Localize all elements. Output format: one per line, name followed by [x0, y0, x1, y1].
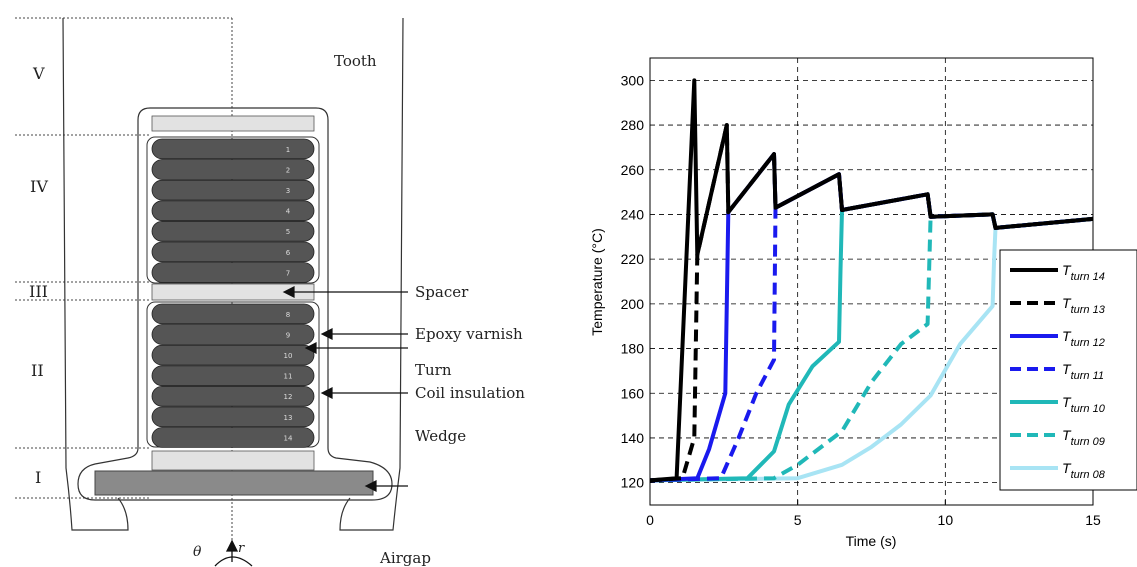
- series-line: [649, 216, 1094, 483]
- y-tick-label: 300: [621, 72, 645, 88]
- turn-number-label: 12: [284, 393, 293, 401]
- region-label-v: V: [32, 64, 45, 83]
- spacer-label: Spacer: [415, 283, 469, 301]
- chart-legend: Tturn 14 Tturn 13 Tturn 12 Tturn 11 Tturn 10…: [999, 249, 1137, 491]
- coil-turn: [151, 344, 315, 366]
- y-tick-label: 200: [621, 296, 645, 312]
- slot-outline: [77, 107, 393, 501]
- y-axis-label: Temperature (°C): [589, 228, 605, 336]
- coil-turn: [151, 406, 315, 428]
- x-tick-labels: 0 5 10 15: [646, 512, 1101, 528]
- epoxy-arrowhead: [320, 328, 333, 340]
- y-tick-label: 180: [621, 341, 645, 357]
- tooth-left-edge: [62, 17, 129, 531]
- legend-entry-label: Tturn 11: [1062, 361, 1104, 382]
- x-tick-label: 0: [646, 512, 654, 528]
- y-tick-label: 160: [621, 385, 645, 401]
- coil-turn: [151, 241, 315, 263]
- chart-series: [649, 78, 1094, 483]
- coil-insulation-arrowhead: [320, 387, 333, 399]
- coil-turn: [151, 200, 315, 222]
- legend-entry-label: Tturn 09: [1062, 427, 1105, 448]
- theta-axis-label: θ: [193, 544, 202, 560]
- legend-entry-label: Tturn 08: [1062, 460, 1106, 481]
- turn-arrowhead: [304, 342, 317, 354]
- region-label-iii: III: [29, 282, 48, 301]
- turn-number-label: 13: [284, 414, 293, 422]
- legend-entry-label: Tturn 12: [1062, 328, 1105, 349]
- epoxy-varnish-label: Epoxy varnish: [415, 325, 523, 343]
- y-tick-label: 140: [621, 430, 645, 446]
- y-tick-label: 280: [621, 117, 645, 133]
- y-tick-labels: 120 140 160 180 200 220 240 260 280 300: [621, 72, 645, 490]
- turn-number-label: 4: [286, 208, 291, 216]
- turn-number-label: 1: [286, 146, 290, 154]
- r-axis-label: r: [238, 541, 245, 556]
- turn-label: Turn: [415, 361, 452, 379]
- wedge-label: Wedge: [415, 427, 466, 445]
- lower-turns-group: 8 9 10 11 12 13 14: [151, 303, 315, 448]
- turn-number-label: 14: [284, 434, 293, 442]
- coordinate-axes: [214, 539, 253, 567]
- spacer-arrowhead: [282, 286, 295, 298]
- coil-turn: [151, 385, 315, 407]
- top-spacer: [151, 115, 315, 132]
- turn-number-label: 9: [286, 331, 290, 339]
- turn-number-label: 2: [286, 166, 290, 174]
- turn-number-label: 7: [286, 269, 290, 277]
- r-axis-arrowhead: [225, 539, 239, 552]
- turn-number-label: 3: [286, 187, 290, 195]
- turn-number-label: 5: [286, 228, 290, 236]
- y-tick-label: 240: [621, 206, 645, 222]
- y-tick-label: 220: [621, 251, 645, 267]
- legend-entry-label: Tturn 14: [1062, 262, 1105, 283]
- bottom-spacer: [151, 450, 315, 471]
- turn-number-label: 6: [286, 249, 291, 257]
- tooth-label: Tooth: [334, 52, 377, 70]
- coil-turn: [151, 324, 315, 345]
- x-tick-label: 10: [938, 512, 954, 528]
- callout-arrows: [282, 286, 408, 492]
- coil-turn: [151, 303, 315, 325]
- wedge-arrowhead: [364, 480, 377, 492]
- temperature-chart: 0 5 10 15 120 140 160 180 200 220 240 260 280 300 Ti…: [589, 57, 1137, 549]
- x-tick-label: 15: [1085, 512, 1101, 528]
- y-tick-label: 260: [621, 162, 645, 178]
- theta-arc: [214, 556, 253, 567]
- coil-insulation-label: Coil insulation: [415, 384, 525, 402]
- turn-number-label: 8: [286, 311, 290, 319]
- coil-turn: [151, 138, 315, 160]
- turn-number-label: 10: [284, 352, 293, 360]
- region-label-i: I: [35, 468, 41, 487]
- legend-entry-label: Tturn 10: [1062, 394, 1106, 415]
- upper-coil-insulation: [146, 136, 320, 284]
- wedge: [94, 470, 374, 496]
- legend-box: [999, 249, 1137, 491]
- coil-turn: [151, 179, 315, 201]
- y-tick-label: 120: [621, 475, 645, 491]
- series-line: [649, 78, 1094, 483]
- legend-entry-label: Tturn 13: [1062, 295, 1106, 316]
- x-axis-label: Time (s): [846, 533, 897, 549]
- coil-turn: [151, 159, 315, 180]
- coil-turn: [151, 220, 315, 242]
- airgap-label: Airgap: [379, 549, 431, 567]
- region-label-iv: IV: [30, 177, 48, 196]
- coil-turn: [151, 365, 315, 386]
- coil-turn: [151, 427, 315, 448]
- tooth-right-edge: [339, 17, 404, 531]
- coil-turn: [151, 262, 315, 283]
- x-tick-label: 5: [794, 512, 802, 528]
- turn-number-label: 11: [284, 373, 293, 381]
- region-label-ii: II: [31, 361, 44, 380]
- upper-turns-group: 1 2 3 4 5 6 7: [151, 138, 315, 283]
